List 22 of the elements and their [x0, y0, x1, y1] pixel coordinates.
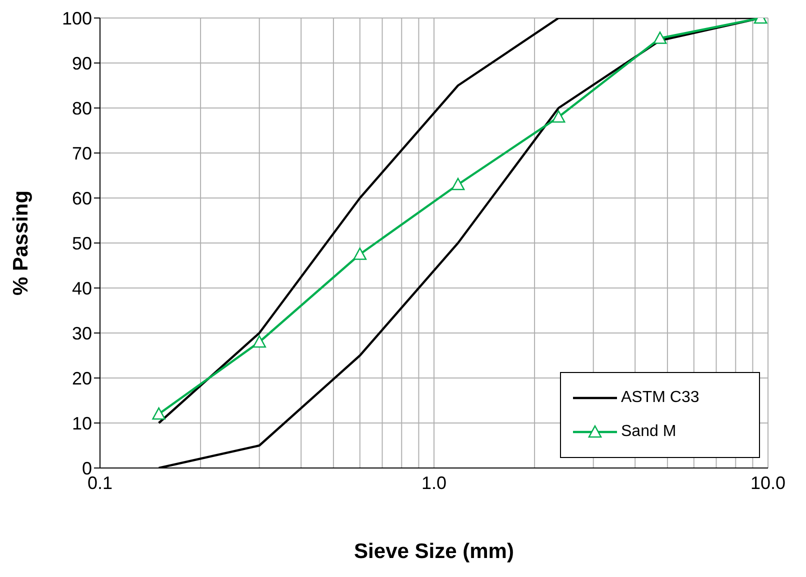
point	[552, 110, 566, 123]
legend-label: Sand M	[621, 423, 676, 441]
x-axis-title: Sieve Size (mm)	[354, 540, 514, 563]
y-tick-label: 20	[72, 368, 92, 388]
y-tick-label: 50	[72, 233, 92, 254]
y-tick-label: 100	[62, 8, 92, 28]
x-tick-label: 10.0	[750, 472, 786, 493]
y-tick-label: 70	[72, 143, 92, 164]
point	[451, 178, 465, 190]
point	[653, 32, 667, 44]
x-tick-label: 1.0	[421, 472, 447, 493]
y-tick-label: 40	[72, 278, 92, 298]
point	[353, 248, 367, 260]
point	[152, 407, 166, 420]
y-axis-title: % Passing	[9, 190, 32, 296]
y-tick-label: 80	[72, 98, 92, 118]
y-tick-label: 90	[72, 53, 92, 74]
y-tick-label: 10	[72, 413, 92, 434]
legend-label: ASTM C33	[621, 389, 700, 407]
y-tick-label: 30	[72, 323, 92, 344]
y-tick-label: 60	[72, 188, 92, 208]
point	[252, 335, 266, 348]
